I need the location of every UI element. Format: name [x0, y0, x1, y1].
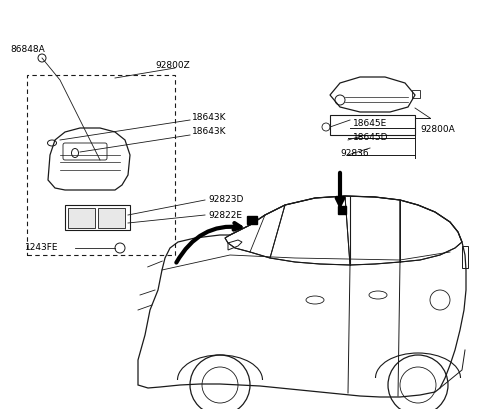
- Text: 18643K: 18643K: [192, 114, 227, 123]
- FancyBboxPatch shape: [98, 208, 125, 228]
- Text: 18643K: 18643K: [192, 128, 227, 137]
- FancyArrowPatch shape: [147, 261, 162, 267]
- Text: 18645E: 18645E: [353, 119, 387, 128]
- Bar: [247, 216, 257, 224]
- Text: 92836: 92836: [340, 148, 369, 157]
- Text: 92800A: 92800A: [420, 126, 455, 135]
- Text: 1243FE: 1243FE: [25, 243, 59, 252]
- FancyBboxPatch shape: [68, 208, 95, 228]
- Text: 92822E: 92822E: [208, 211, 242, 220]
- Text: 92800Z: 92800Z: [155, 61, 190, 70]
- Text: 86848A: 86848A: [10, 45, 45, 54]
- Text: 92823D: 92823D: [208, 196, 243, 204]
- Text: 18645D: 18645D: [353, 133, 388, 142]
- Bar: [338, 206, 346, 214]
